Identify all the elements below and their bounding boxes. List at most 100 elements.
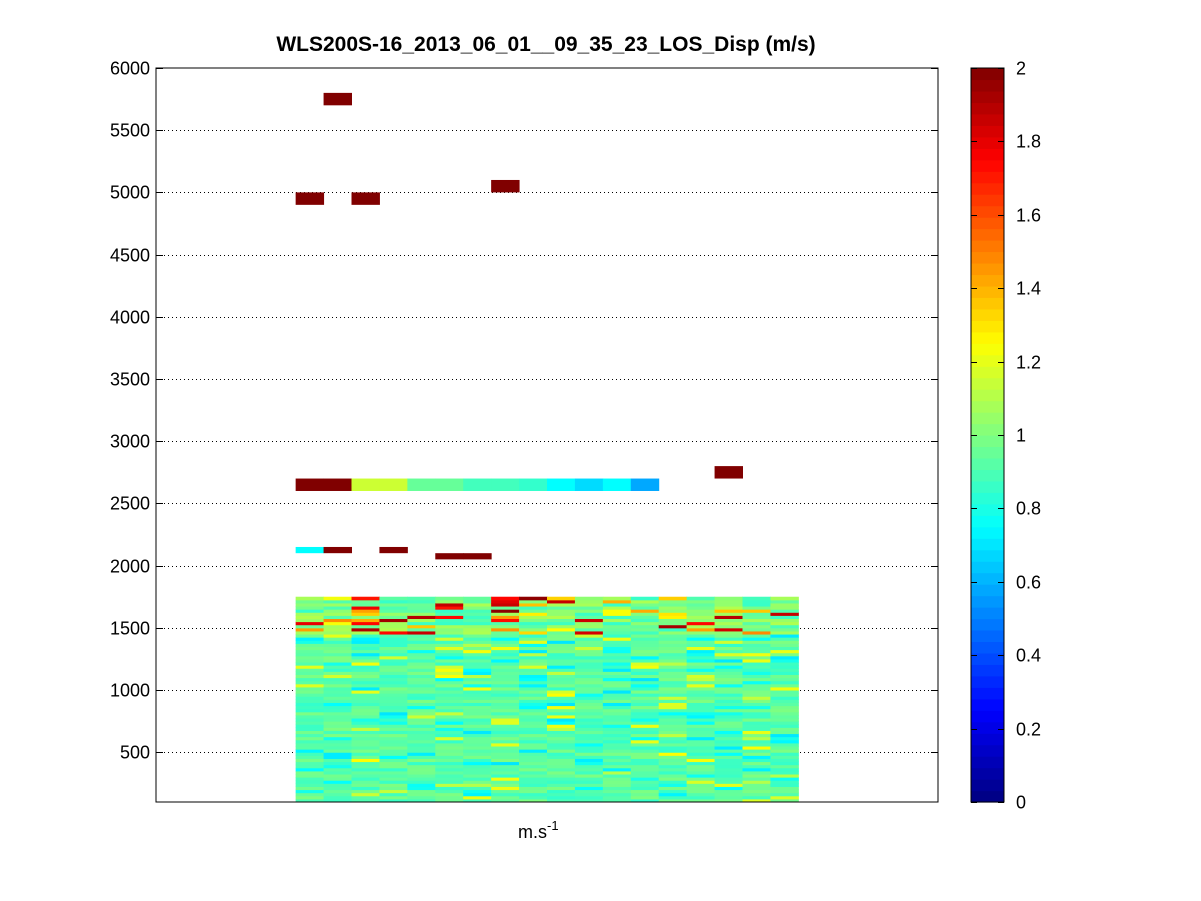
y-tick-label: 1000 [110, 681, 150, 701]
heatmap-cell [435, 761, 464, 766]
heatmap-cell [435, 770, 464, 775]
heatmap-cell [519, 730, 548, 735]
heatmap-cell [547, 621, 576, 626]
heatmap-cell [602, 658, 632, 663]
heatmap-cell [574, 711, 604, 716]
heatmap-cell [686, 640, 716, 644]
heatmap-cell [519, 789, 548, 794]
heatmap-cell [463, 693, 492, 697]
heatmap-cell [574, 658, 604, 663]
heatmap-cell [435, 643, 464, 647]
heatmap-cell [630, 761, 660, 766]
colorbar-segment [971, 584, 1004, 597]
heatmap-cell [379, 780, 408, 784]
heatmap-cell [519, 649, 548, 654]
heatmap-cell [742, 630, 771, 635]
heatmap-cell [463, 553, 492, 560]
heatmap-cell [407, 708, 436, 713]
heatmap-cell [407, 696, 436, 700]
heatmap-cell [351, 774, 380, 778]
heatmap-cell [770, 599, 799, 604]
heatmap-cell [658, 655, 688, 660]
heatmap-cell [547, 764, 576, 769]
heatmap-cell [407, 665, 436, 669]
heatmap-cell [630, 746, 660, 750]
colorbar-segment [971, 113, 1004, 126]
heatmap-cell [351, 761, 380, 766]
heatmap-cell [379, 699, 408, 703]
colorbar: 0 0.2 0.4 0.6 0.8 1 1.2 1.4 1.6 1.8 2 [970, 59, 1041, 813]
heatmap-cell [686, 634, 716, 638]
y-tick-label: 3500 [110, 370, 150, 390]
heatmap-cell [407, 637, 436, 641]
heatmap-cell [770, 746, 799, 750]
heatmap-cell [742, 649, 771, 654]
heatmap-cell [602, 767, 632, 772]
heatmap-cell [463, 733, 492, 738]
heatmap-cell [658, 755, 688, 759]
y-tick-label: 6000 [110, 59, 150, 79]
heatmap-cell [407, 699, 436, 703]
heatmap-cell [351, 702, 380, 707]
heatmap-cell [435, 649, 464, 654]
heatmap-cell [463, 711, 492, 716]
heatmap-cell [547, 789, 576, 794]
heatmap-cell [547, 795, 576, 800]
heatmap-cell [630, 612, 660, 616]
heatmap-cell [463, 655, 492, 660]
heatmap-cell [435, 693, 464, 697]
heatmap-cell [295, 640, 325, 644]
heatmap-cell [574, 708, 604, 713]
colorbar-segment [971, 136, 1004, 149]
heatmap-cell [463, 789, 492, 794]
heatmap-cell [602, 634, 632, 638]
heatmap-cell [742, 671, 771, 675]
heatmap-cell [686, 711, 716, 716]
heatmap-cell [547, 693, 576, 697]
heatmap-cell [407, 668, 436, 672]
y-tick-label: 5500 [110, 121, 150, 141]
heatmap-cell [742, 652, 771, 657]
heatmap-cell [491, 705, 520, 710]
heatmap-cell [435, 627, 464, 632]
heatmap-cell [491, 696, 520, 700]
heatmap-cell [574, 699, 604, 703]
heatmap-cell [658, 733, 688, 738]
heatmap-cell [407, 746, 436, 750]
heatmap-cell [770, 739, 799, 744]
heatmap-cell [686, 774, 716, 778]
heatmap-cell [351, 783, 380, 787]
colorbar-segment [971, 354, 1004, 367]
heatmap-cell [351, 615, 380, 619]
heatmap-cell [658, 739, 688, 744]
heatmap-cell [770, 649, 799, 654]
heatmap-cell [630, 671, 660, 675]
x-axis-label: m.s-1 [518, 818, 559, 842]
heatmap-cell [323, 739, 352, 744]
colorbar-segment [971, 79, 1004, 92]
heatmap-cell [574, 742, 604, 747]
heatmap-cell [770, 686, 799, 691]
heatmap-cell [519, 683, 548, 688]
heatmap-cell [547, 643, 576, 647]
heatmap-cell [491, 699, 520, 703]
heatmap-cell [770, 736, 799, 741]
heatmap-cell [714, 680, 743, 685]
heatmap-cell [630, 774, 660, 778]
heatmap-cell [714, 792, 743, 797]
heatmap-cell [547, 686, 576, 691]
heatmap-cell [658, 705, 688, 710]
heatmap-cell [295, 637, 325, 641]
heatmap-cell [714, 683, 743, 688]
heatmap-cell [519, 786, 548, 791]
heatmap-cell [295, 739, 325, 744]
heatmap-cell [630, 696, 660, 700]
heatmap-cell [519, 699, 548, 703]
heatmap-cell [379, 627, 408, 632]
colorbar-segment [971, 217, 1004, 230]
heatmap-cell [379, 705, 408, 710]
heatmap-cell [435, 764, 464, 769]
colorbar-segment [971, 664, 1004, 677]
heatmap-cell [658, 696, 688, 700]
heatmap-cell [295, 798, 325, 803]
